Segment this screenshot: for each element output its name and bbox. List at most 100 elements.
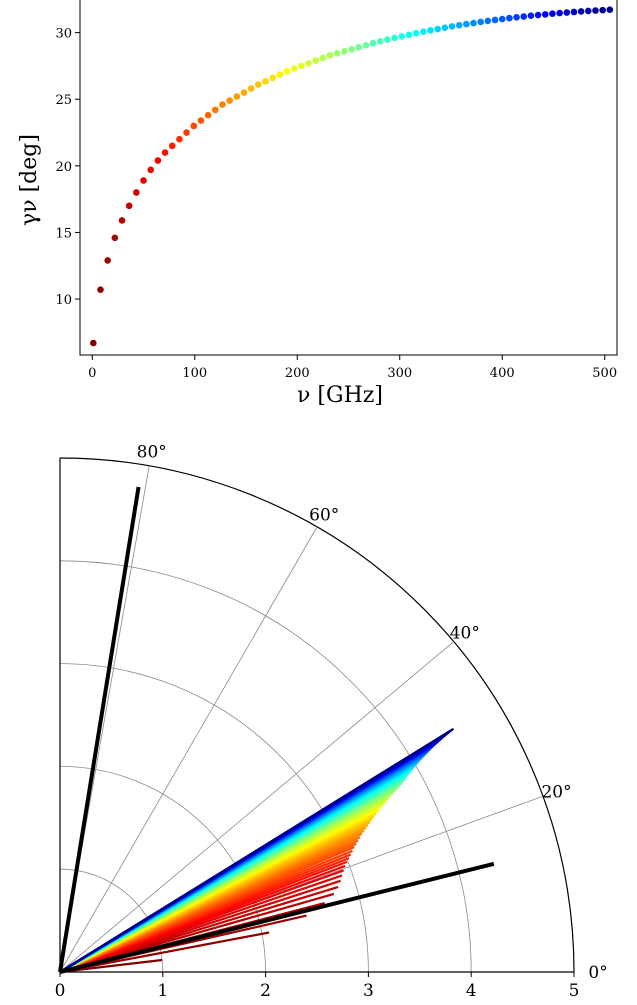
data-point: [290, 65, 298, 72]
data-point: [118, 217, 126, 224]
data-point: [283, 67, 291, 75]
data-point: [276, 71, 284, 78]
scatter-y-axis-label: γν [deg]: [17, 134, 42, 226]
polar-r-tick-label: 1: [157, 981, 168, 1001]
polar-r-tick-label: 4: [466, 981, 477, 1001]
data-point: [154, 157, 162, 164]
data-point: [168, 142, 176, 150]
scatter-x-axis-label: ν [GHz]: [297, 383, 383, 408]
polar-r-tick-label: 5: [569, 981, 580, 1001]
data-point: [398, 33, 406, 40]
data-point: [333, 49, 341, 57]
data-point: [111, 234, 119, 242]
polar-radial-ring: [59, 663, 369, 973]
data-point: [204, 111, 212, 119]
data-point: [441, 24, 449, 32]
polar-theta-tick-label: 60°: [309, 505, 339, 525]
data-point: [577, 8, 585, 15]
polar-theta-tick-label: 20°: [541, 782, 571, 802]
polar-theta-tick-label: 40°: [450, 623, 480, 643]
data-point: [534, 11, 542, 19]
data-point: [434, 25, 441, 33]
polar-r-tick-label: 0: [55, 981, 66, 1001]
data-point: [513, 14, 520, 21]
data-point: [477, 18, 485, 26]
data-point: [269, 74, 276, 82]
data-point: [541, 11, 549, 18]
polar-outer-boundary: [59, 457, 575, 973]
data-point: [326, 51, 334, 59]
polar-r-tick-label: 2: [260, 981, 271, 1001]
scatter-plot-frame: [79, 0, 618, 356]
scatter-panel: 0 100 200 300 400 500 10 15 20 25 30 ν [GHz] γν […: [17, 0, 618, 408]
polar-reference-line: [58, 486, 141, 973]
data-point: [556, 9, 563, 17]
data-point: [298, 62, 305, 70]
data-point: [183, 129, 190, 136]
data-point: [491, 16, 499, 24]
data-point: [549, 10, 556, 18]
data-point: [140, 177, 147, 184]
polar-radial-ring: [59, 868, 164, 973]
data-point: [455, 21, 463, 29]
data-point: [355, 43, 363, 51]
data-point: [305, 59, 312, 67]
polar-r-tick-label: 3: [363, 981, 374, 1001]
data-point: [427, 27, 434, 34]
data-point: [190, 122, 198, 130]
data-point: [219, 101, 226, 108]
data-point: [606, 6, 614, 14]
scatter-y-ticks: 10 15 20 25 30: [55, 27, 80, 308]
data-point: [226, 97, 233, 104]
scatter-x-ticks: 0 100 200 300 400 500: [88, 355, 617, 381]
data-point: [104, 257, 111, 264]
data-point: [97, 286, 104, 294]
x-tick-label: 0: [88, 366, 96, 381]
polar-tick-labels: 0 1 2 3 4 5 0° 20° 40° 60° 80°: [55, 443, 608, 1001]
data-point: [262, 77, 269, 85]
data-point: [592, 7, 599, 14]
y-tick-label: 10: [55, 293, 72, 308]
data-point: [211, 106, 219, 114]
data-point: [161, 149, 169, 156]
x-tick-label: 500: [592, 366, 617, 381]
data-point: [348, 45, 355, 53]
data-point: [341, 47, 348, 55]
data-point: [520, 13, 528, 20]
polar-ray: [59, 727, 455, 973]
data-point: [247, 85, 255, 92]
data-point: [255, 81, 262, 88]
polar-theta-tick-label: 80°: [137, 443, 167, 463]
data-point: [362, 41, 370, 49]
data-point: [484, 17, 492, 25]
data-point: [125, 202, 133, 210]
y-tick-label: 25: [55, 93, 72, 108]
polar-ray: [59, 958, 163, 974]
data-point: [197, 117, 205, 124]
data-point: [376, 37, 384, 45]
x-tick-label: 400: [490, 366, 515, 381]
data-point: [312, 57, 320, 64]
polar-angular-gridline: [59, 526, 318, 973]
data-point: [405, 31, 413, 39]
x-tick-label: 300: [387, 366, 412, 381]
polar-angular-gridline: [59, 641, 455, 973]
data-point: [527, 12, 535, 20]
data-point: [384, 36, 391, 43]
polar-rays: [59, 727, 455, 974]
data-point: [420, 28, 427, 36]
data-point: [233, 93, 241, 100]
data-point: [570, 8, 578, 16]
data-point: [240, 89, 248, 96]
data-point: [176, 135, 183, 143]
data-point: [506, 14, 513, 22]
data-point: [369, 39, 377, 47]
polar-reference-lines: [58, 486, 495, 974]
polar-theta-tick-label: 0°: [588, 963, 607, 983]
polar-grid: [59, 457, 575, 977]
data-point: [498, 15, 506, 23]
x-tick-label: 200: [285, 366, 310, 381]
data-point: [463, 20, 470, 28]
data-point: [147, 166, 155, 174]
